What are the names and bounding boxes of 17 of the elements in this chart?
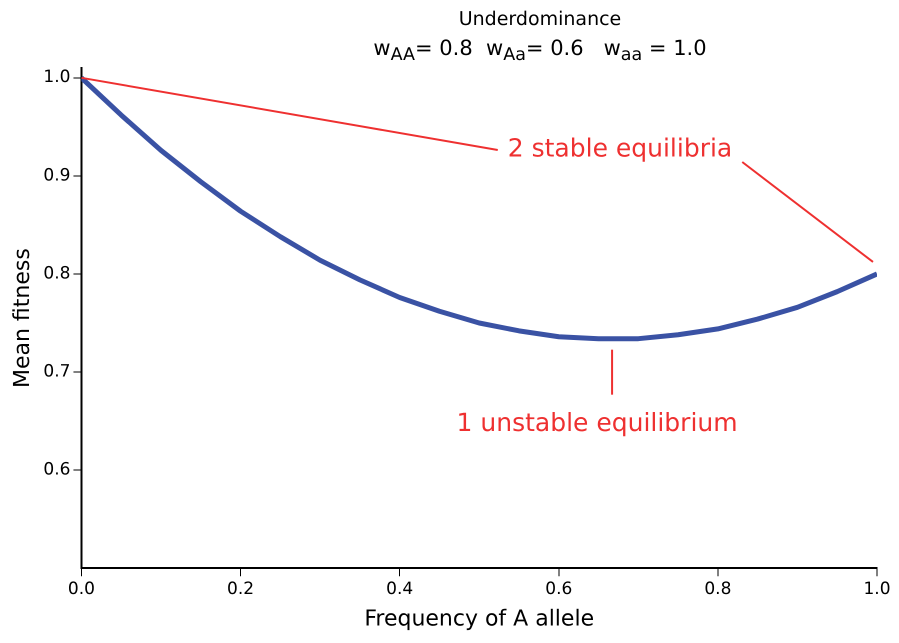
y-tick-label: 0.9	[43, 165, 70, 186]
y-axis-title: Mean fitness	[10, 248, 35, 388]
x-tick-label: 0.8	[704, 578, 732, 599]
y-tick-label: 1.0	[43, 67, 70, 88]
x-axis-title: Frequency of A allele	[364, 606, 594, 632]
y-tick-label: 0.8	[43, 263, 70, 284]
x-tick-label: 1.0	[863, 578, 891, 599]
x-tick-label: 0.2	[227, 578, 254, 599]
y-tick-label: 0.6	[43, 460, 70, 480]
chart-title: Underdominance	[458, 8, 622, 30]
x-tick-label: 0.0	[68, 578, 95, 599]
annotation: 1 unstable equilibrium	[456, 408, 738, 438]
annotation: 2 stable equilibria	[508, 134, 732, 162]
x-tick-label: 0.4	[386, 578, 414, 599]
x-tick-label: 0.6	[545, 578, 572, 599]
chart-subtitle: w$_{AA}$= 0.8 w$_{Aa}$= 0.6 w$_{aa}$ = 1.0	[372, 36, 708, 66]
y-tick-label: 0.7	[43, 361, 70, 382]
